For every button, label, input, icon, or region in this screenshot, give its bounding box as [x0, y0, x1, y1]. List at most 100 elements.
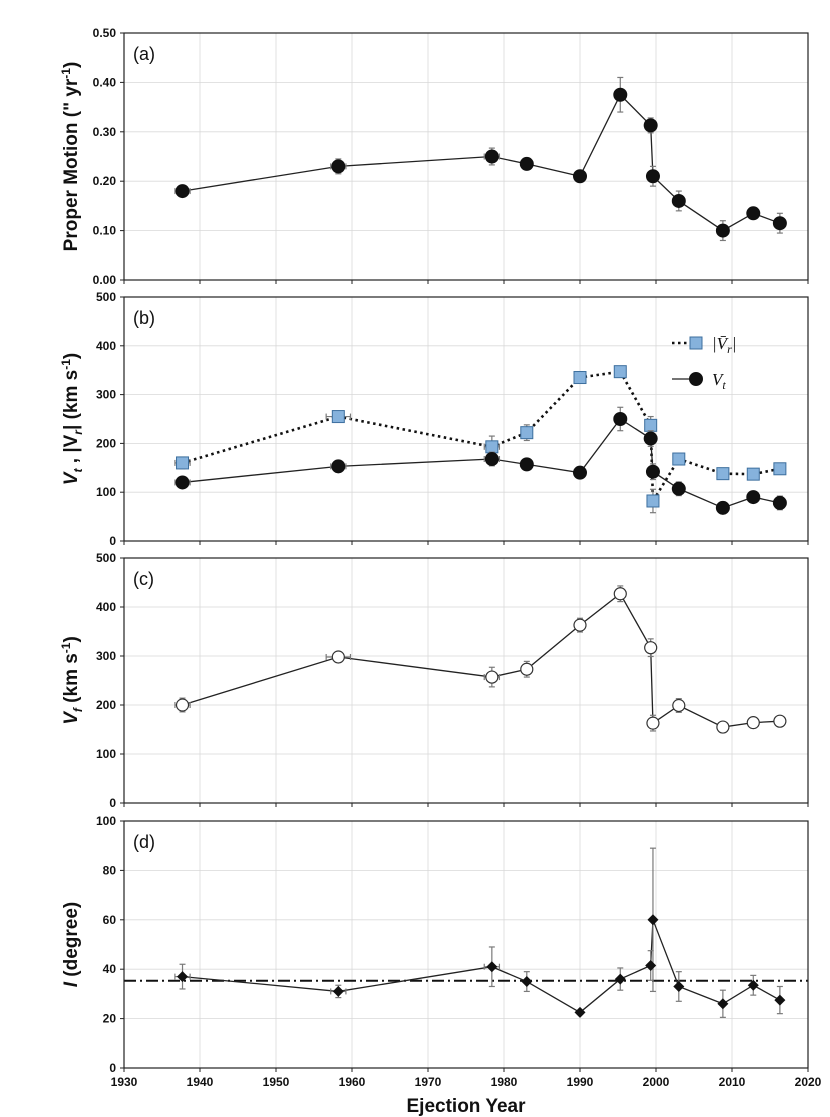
data-point	[175, 184, 190, 199]
y-axis-title-main: Proper Motion (" yr	[61, 78, 82, 251]
data-point	[746, 206, 761, 221]
data-point	[573, 169, 587, 184]
data-point	[715, 500, 730, 515]
plot-area-d	[124, 821, 808, 1068]
legend: |V̄r| Vt	[672, 334, 736, 392]
y-tick-label: 20	[103, 1012, 117, 1026]
data-point	[645, 464, 660, 479]
data-point	[175, 475, 190, 490]
legend-marker-vr	[689, 336, 703, 350]
series-line	[182, 370, 781, 506]
data-point	[671, 481, 686, 496]
series-b-0	[174, 365, 787, 514]
y-axis-title: Vf (km s-1)	[59, 636, 85, 725]
y-axis-title-main: V	[61, 711, 82, 725]
x-tick-label: 1980	[491, 1075, 518, 1089]
data-point	[613, 412, 628, 426]
series-a-0	[174, 76, 787, 242]
y-tick-label: 0.20	[93, 174, 117, 188]
panel-label: (b)	[133, 308, 155, 328]
legend-label-vr-sub: r	[727, 342, 732, 356]
data-point	[331, 410, 345, 424]
y-tick-label: 100	[96, 814, 116, 828]
data-point	[177, 971, 189, 983]
plot-frame	[123, 296, 809, 542]
data-point	[573, 465, 587, 480]
y-tick-label: 400	[96, 600, 116, 614]
x-tick-label: 2020	[795, 1075, 822, 1089]
y-axis-title-end: | (km s	[61, 370, 82, 430]
legend-label-vt-sub: t	[722, 378, 726, 392]
y-axis-title: Vt , |Vr| (km s-1)	[59, 353, 85, 485]
data-point	[746, 467, 760, 481]
y-axis-title-sup: -1	[59, 642, 73, 653]
data-point	[772, 495, 787, 510]
legend-marker-vt	[689, 372, 703, 386]
y-tick-label: 100	[96, 747, 116, 761]
y-axis-title-sub2: r	[71, 429, 85, 435]
data-point	[643, 431, 658, 446]
y-axis-title-close: )	[61, 353, 82, 359]
data-point	[519, 457, 534, 472]
legend-label-vr-main: |V̄	[712, 334, 730, 353]
data-point	[672, 452, 686, 466]
data-point	[773, 714, 787, 728]
data-point	[521, 976, 533, 988]
data-point	[614, 973, 626, 985]
data-point	[573, 371, 587, 385]
y-axis-title-end: (degree)	[61, 902, 82, 982]
data-point	[672, 698, 686, 713]
data-point	[772, 216, 787, 231]
data-point	[645, 169, 660, 184]
panel-c: 0 100 200 300 400 500 (c) Vf (km s-1)	[59, 551, 809, 810]
y-axis-title-sub: t	[71, 468, 85, 473]
data-point	[644, 641, 658, 655]
data-point	[716, 467, 730, 481]
data-point	[774, 994, 786, 1006]
data-point	[485, 670, 499, 684]
data-point	[646, 716, 660, 730]
y-axis-title-sub: f	[71, 707, 85, 712]
y-tick-label: 0.10	[93, 224, 117, 238]
data-point	[573, 618, 587, 632]
series-d-0	[174, 847, 786, 1018]
data-point	[331, 650, 345, 664]
data-point	[520, 426, 534, 440]
data-point	[331, 159, 346, 174]
plot-frame	[123, 557, 809, 804]
series-c-0	[174, 585, 787, 734]
data-point	[647, 914, 659, 926]
legend-label-vr: |V̄r|	[712, 334, 736, 356]
y-tick-label: 0	[109, 1061, 116, 1075]
data-point	[484, 452, 499, 467]
panel-d: 0 20 40 60 80 100 (d) I (degree)	[61, 814, 809, 1075]
x-tick-label: 1970	[415, 1075, 442, 1089]
y-tick-label: 0.30	[93, 125, 117, 139]
y-tick-label: 300	[96, 649, 116, 663]
y-tick-label: 500	[96, 290, 116, 304]
series-line	[182, 919, 781, 1014]
y-axis-title: Proper Motion (" yr-1)	[59, 62, 82, 252]
panel-label: (d)	[133, 832, 155, 852]
data-point	[332, 985, 344, 997]
plot-frame	[123, 32, 809, 281]
plot-frame	[123, 820, 809, 1069]
y-tick-label: 0.40	[93, 75, 117, 89]
data-point	[646, 494, 660, 508]
data-point	[484, 149, 499, 164]
y-axis-title-mid: , |V	[61, 434, 82, 468]
y-axis-title-main: V	[61, 471, 82, 485]
plot-area-b	[124, 297, 808, 541]
x-tick-label: 1990	[567, 1075, 594, 1089]
data-point	[645, 959, 657, 971]
data-point	[643, 118, 658, 133]
data-point	[613, 365, 627, 379]
y-axis-title-sup: -1	[59, 359, 73, 370]
series-b-1	[174, 406, 787, 515]
plot-area-c	[124, 558, 808, 803]
x-tick-label: 1950	[263, 1075, 290, 1089]
y-axis-title-sup: -1	[59, 68, 73, 79]
y-tick-label: 100	[96, 485, 116, 499]
x-axis-title: Ejection Year	[407, 1096, 527, 1117]
